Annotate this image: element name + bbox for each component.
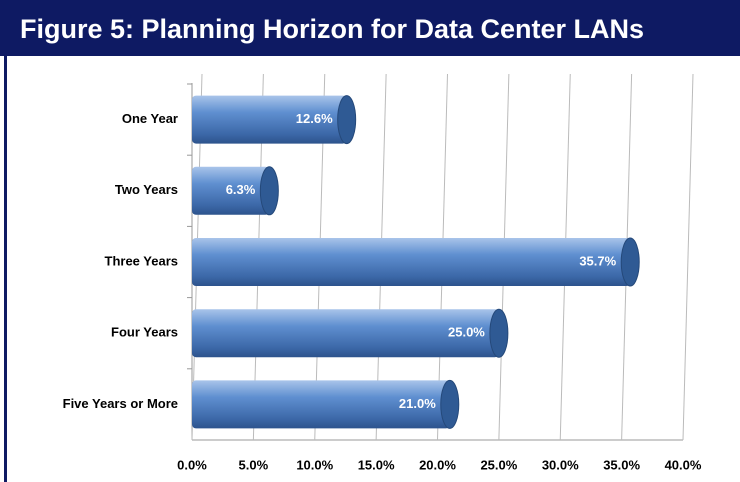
data-label: 12.6%: [296, 111, 333, 126]
data-label: 6.3%: [226, 182, 256, 197]
grid-line: [682, 73, 694, 441]
x-tick-label: 10.0%: [296, 457, 333, 472]
bar: [192, 309, 499, 358]
y-tick-label: Five Years or More: [63, 396, 178, 411]
bar: [192, 380, 450, 429]
x-tick-label: 0.0%: [177, 457, 207, 472]
x-tick-label: 20.0%: [419, 457, 456, 472]
bar: [192, 95, 347, 144]
y-tick-label: Four Years: [111, 325, 178, 340]
data-label: 35.7%: [579, 253, 616, 268]
data-label: 21.0%: [399, 396, 436, 411]
bar-cap: [489, 308, 509, 358]
bar: [192, 238, 631, 286]
data-label: 25.0%: [448, 325, 485, 340]
frame-edge: [4, 56, 7, 482]
y-tick-label: Two Years: [115, 182, 178, 197]
bar-cap: [440, 379, 460, 429]
bar-cap: [259, 166, 279, 216]
x-tick-label: 15.0%: [358, 457, 395, 472]
x-tick-label: 40.0%: [665, 457, 702, 472]
chart-title: Figure 5: Planning Horizon for Data Cent…: [20, 14, 644, 44]
x-tick-label: 5.0%: [239, 457, 269, 472]
title-banner: [0, 0, 740, 56]
bar-cap: [620, 237, 640, 287]
bar-cap: [337, 95, 357, 145]
y-tick-label: Three Years: [105, 253, 178, 268]
x-tick-label: 35.0%: [603, 457, 640, 472]
y-tick-label: One Year: [122, 111, 178, 126]
x-tick-label: 30.0%: [542, 457, 579, 472]
x-tick-label: 25.0%: [480, 457, 517, 472]
bar: [192, 166, 270, 215]
